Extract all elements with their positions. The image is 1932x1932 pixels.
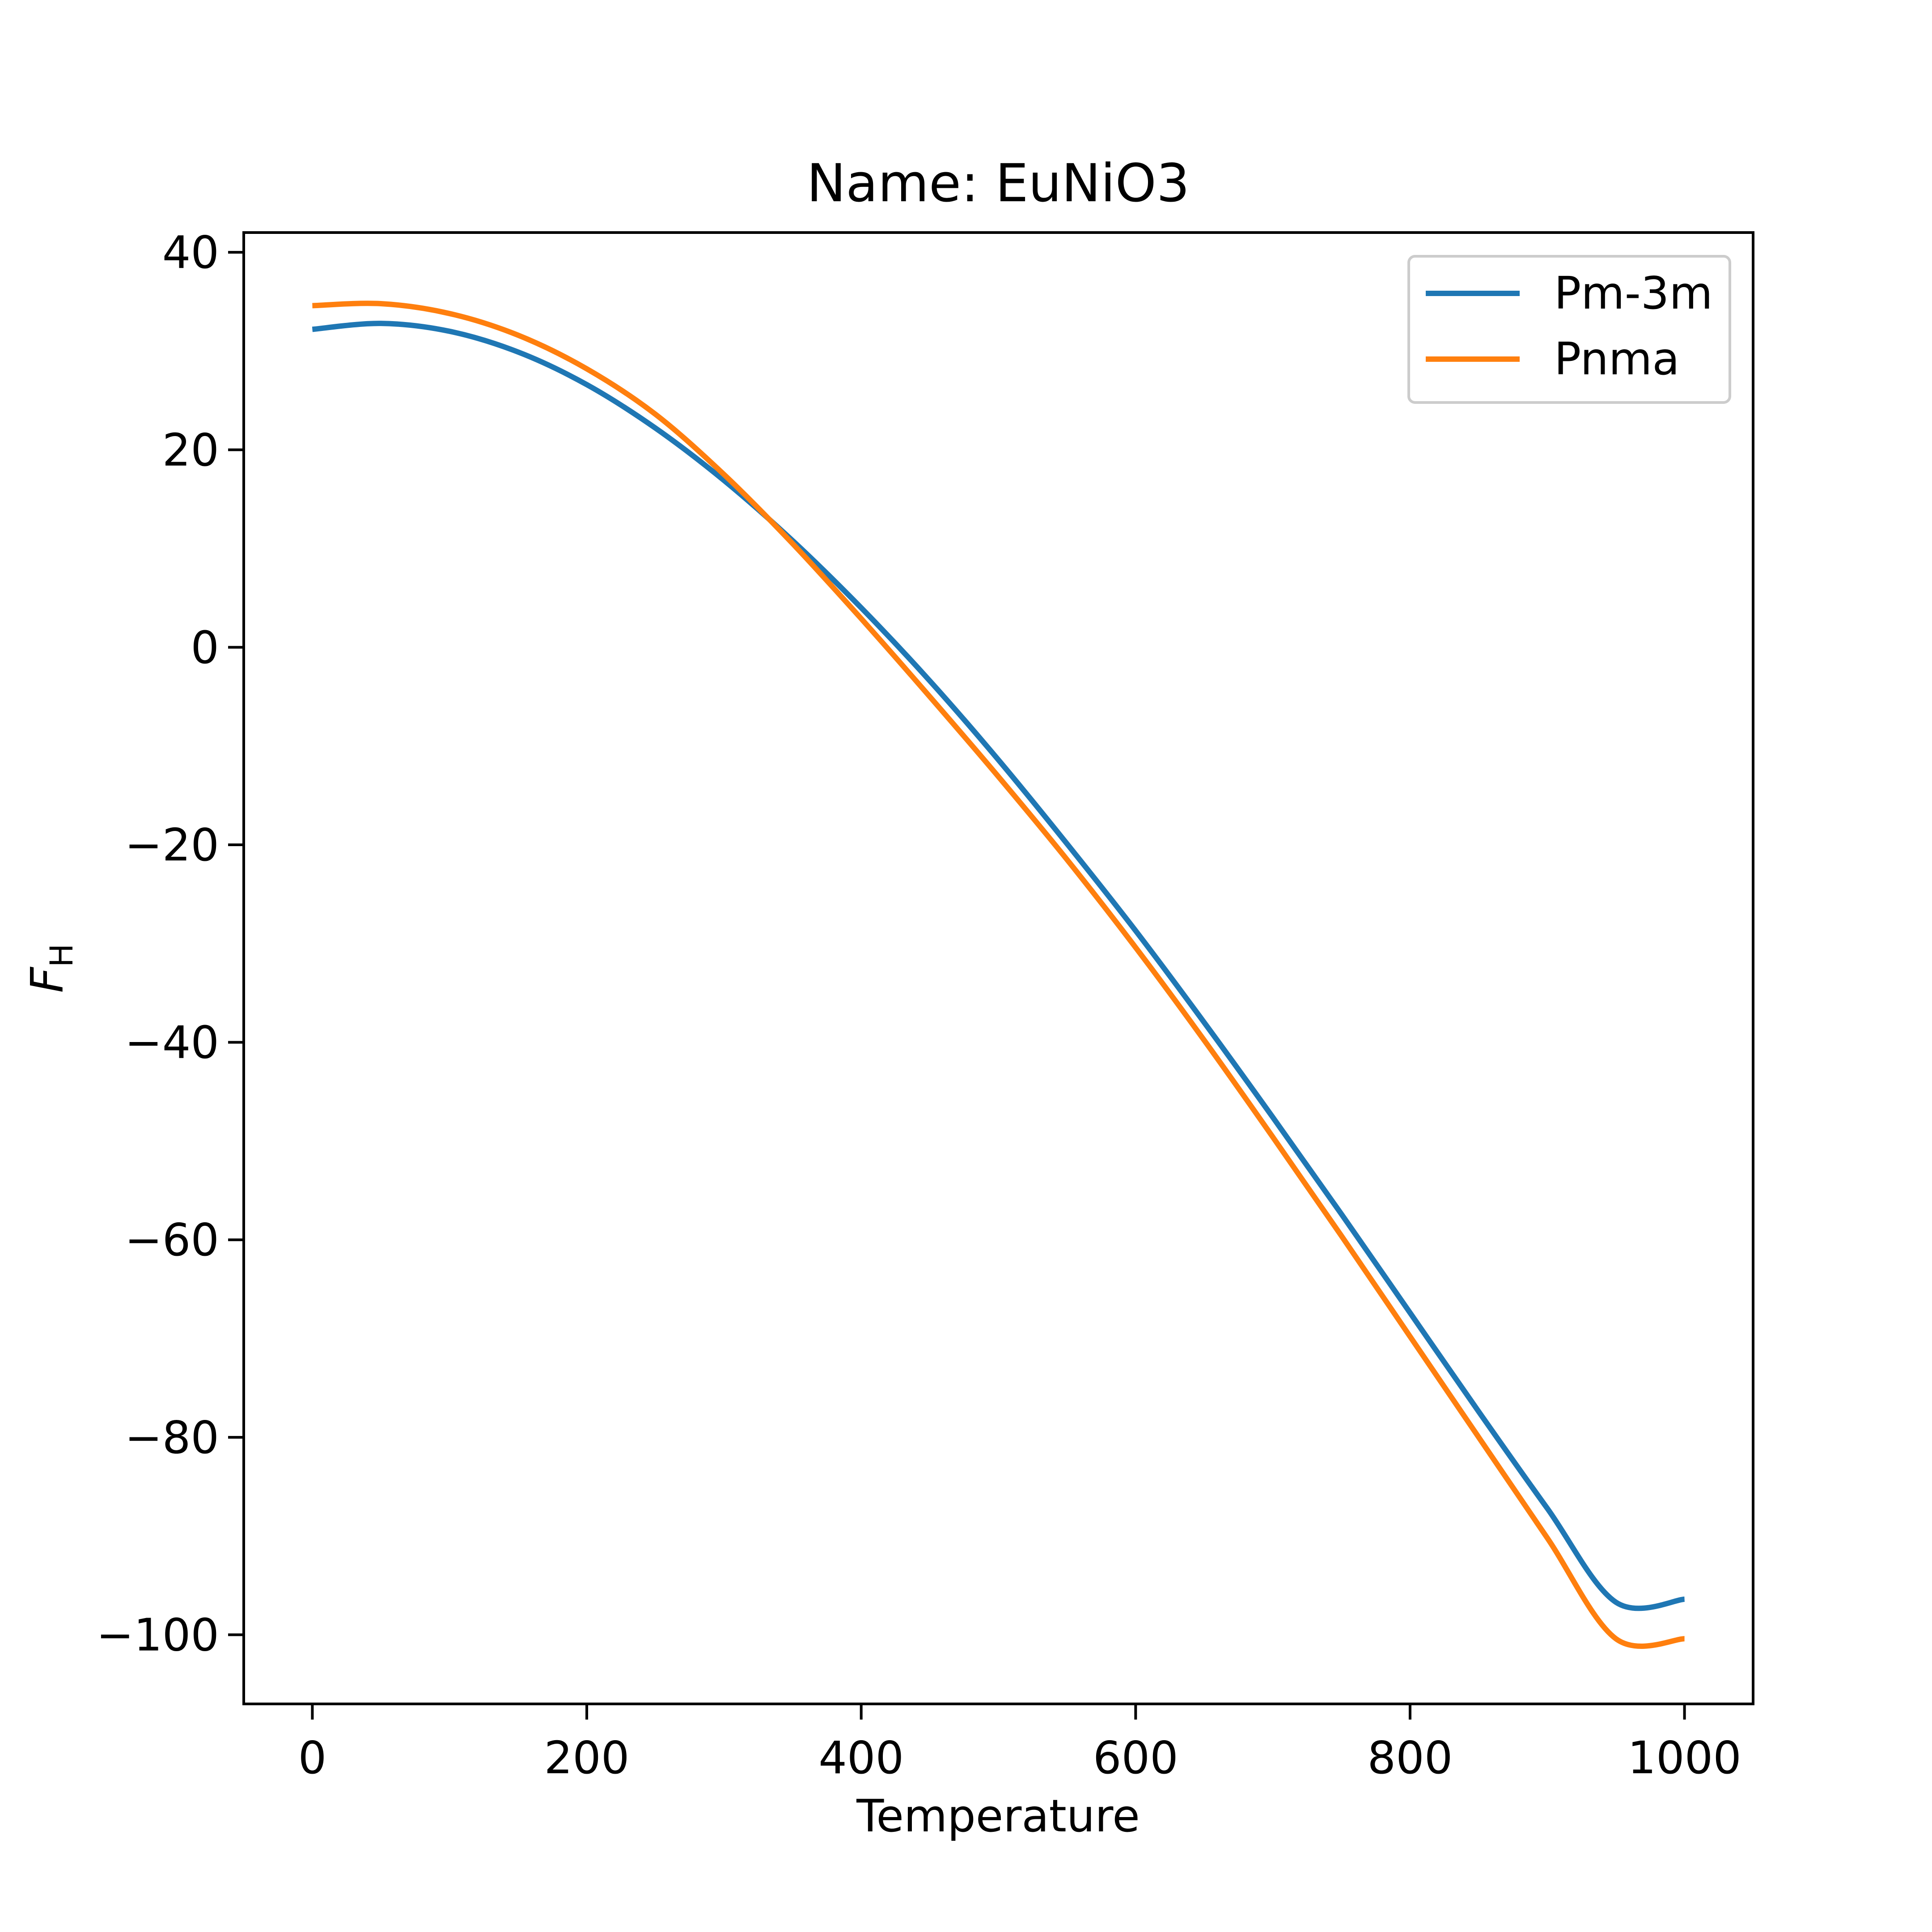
chart-title: Name: EuNiO3 — [807, 153, 1190, 214]
y-tick-label: −20 — [125, 819, 219, 871]
y-axis-label-main: F — [21, 966, 73, 993]
series-lines — [312, 301, 1685, 1649]
plot-frame — [242, 231, 1754, 1705]
plot-background — [244, 233, 1753, 1704]
y-tick-label: 20 — [162, 424, 219, 476]
x-tick-label: 600 — [1093, 1732, 1178, 1784]
y-tick-label: 40 — [162, 226, 219, 279]
series-line-pnma — [312, 301, 1685, 1649]
x-tick-label: 400 — [818, 1732, 904, 1784]
x-tick-label: 200 — [544, 1732, 630, 1784]
plot-area — [242, 231, 1754, 1705]
legend-label-pm-3m: Pm-3m — [1554, 267, 1713, 319]
x-axis-label: Temperature — [856, 1790, 1140, 1842]
legend-label-pnma: Pnma — [1554, 333, 1680, 385]
x-tick-label: 1000 — [1627, 1732, 1741, 1784]
legend: Pm-3m Pnma — [1407, 255, 1731, 404]
y-tick-label: −60 — [125, 1214, 219, 1266]
x-axis-ticks: 0 200 400 600 800 1000 — [298, 1704, 1741, 1784]
y-tick-label: −100 — [96, 1609, 219, 1661]
y-tick-label: −40 — [125, 1017, 219, 1069]
y-tick-label: 0 — [191, 621, 219, 674]
y-axis-label-sub: H — [43, 944, 80, 967]
x-tick-label: 800 — [1368, 1732, 1453, 1784]
x-tick-label: 0 — [298, 1732, 327, 1784]
y-axis-ticks: 40 20 0 −20 −40 −60 −80 −100 — [96, 226, 244, 1661]
y-axis-label: FH — [21, 944, 80, 993]
y-tick-label: −80 — [125, 1411, 219, 1464]
series-line-pm-3m — [312, 321, 1685, 1611]
